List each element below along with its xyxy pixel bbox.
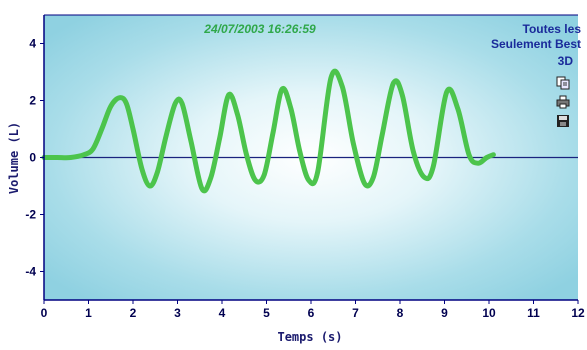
x-axis-title: Temps (s) [277, 330, 342, 344]
x-tick-label: 0 [41, 306, 48, 320]
x-tick-label: 5 [263, 306, 270, 320]
mode-3d-button[interactable]: 3D [557, 54, 573, 68]
x-tick-label: 2 [130, 306, 137, 320]
x-tick-label: 10 [482, 306, 496, 320]
x-tick-label: 6 [308, 306, 315, 320]
x-tick-label: 11 [527, 306, 540, 320]
copy-icon[interactable] [556, 76, 570, 90]
toutes-les-button[interactable]: Toutes les [522, 22, 581, 36]
series-line-0 [41, 68, 496, 194]
y-tick-label: -4 [25, 265, 36, 279]
x-tick-label: 4 [219, 306, 226, 320]
x-tick-label: 3 [174, 306, 181, 320]
y-tick-label: -2 [25, 208, 36, 222]
y-tick-label: 4 [29, 37, 36, 51]
y-tick-label: 2 [29, 94, 36, 108]
x-tick-label: 8 [397, 306, 404, 320]
x-tick-label: 12 [571, 306, 585, 320]
x-tick-label: 1 [85, 306, 92, 320]
chart-timestamp: 24/07/2003 16:26:59 [203, 22, 316, 36]
seulement-best-button[interactable]: Seulement Best [490, 37, 581, 51]
x-tick-label: 7 [352, 306, 359, 320]
y-tick-label: 0 [29, 151, 36, 165]
x-tick-label: 9 [441, 306, 448, 320]
floppy-disk-icon[interactable] [556, 114, 570, 128]
printer-icon[interactable] [556, 95, 570, 109]
y-axis-title: Volume (L) [7, 122, 21, 194]
